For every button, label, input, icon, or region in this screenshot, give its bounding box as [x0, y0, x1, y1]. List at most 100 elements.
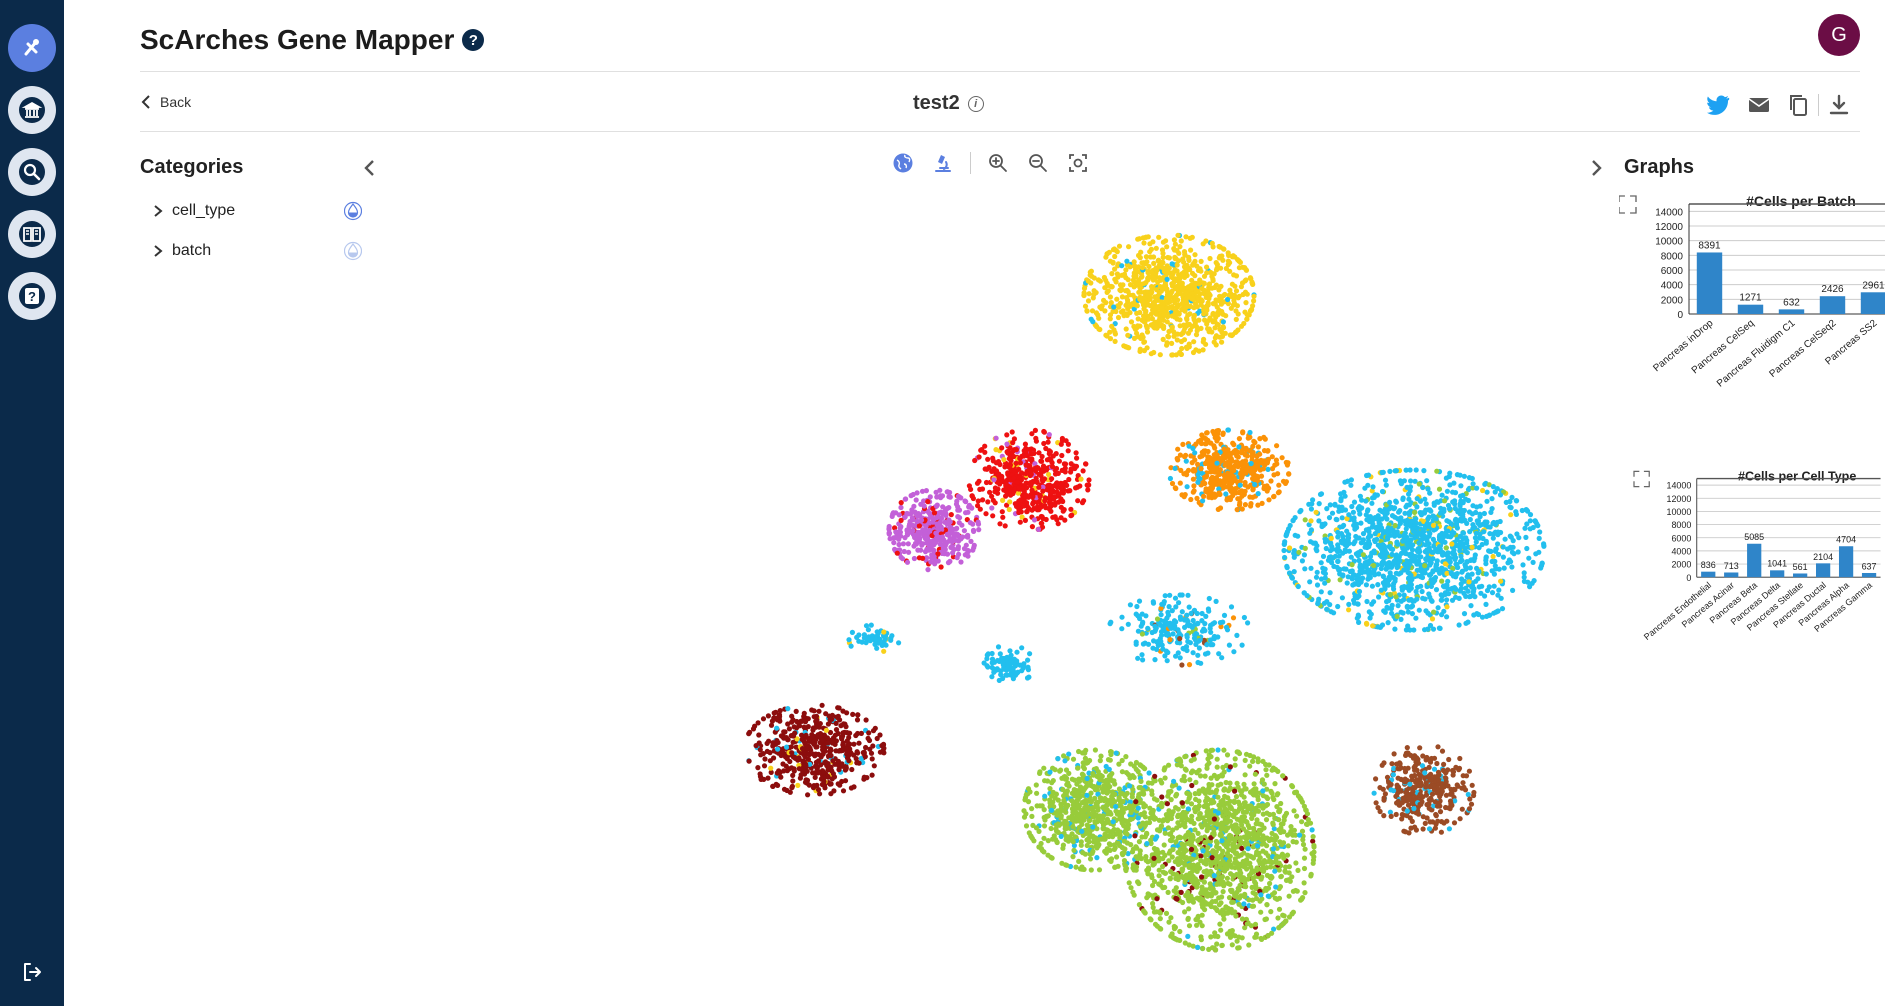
globe-button[interactable] — [890, 150, 916, 176]
zoom-out-button[interactable] — [1025, 150, 1051, 176]
sidebar-item-search[interactable] — [8, 148, 56, 196]
cell-point — [1347, 568, 1353, 575]
cell-point — [1306, 501, 1312, 507]
cell-point — [1334, 564, 1340, 570]
cell-point — [963, 542, 969, 548]
cell-point — [1074, 455, 1080, 461]
cell-point — [1208, 440, 1214, 446]
cell-point — [1404, 604, 1410, 610]
cell-point — [893, 529, 899, 535]
cell-point — [1469, 584, 1475, 590]
cell-point — [1220, 454, 1226, 460]
cell-point — [1186, 294, 1192, 300]
cell-point — [1123, 344, 1129, 350]
cell-point — [1191, 305, 1197, 311]
cell-point — [1474, 504, 1480, 510]
cell-point — [1483, 555, 1489, 561]
color-drop-icon[interactable] — [344, 241, 362, 261]
cell-point — [1076, 776, 1082, 782]
cell-point — [1029, 813, 1035, 820]
cell-point — [833, 720, 839, 727]
cell-point — [1452, 556, 1458, 562]
category-batch[interactable]: batch — [152, 242, 211, 260]
cell-point — [1275, 471, 1281, 477]
cell-point — [1374, 492, 1380, 498]
sidebar-item-docs[interactable] — [8, 210, 56, 258]
cell-point — [1218, 301, 1224, 307]
help-icon: ? — [19, 283, 45, 309]
cell-point — [1174, 337, 1180, 343]
cell-point — [1427, 507, 1433, 513]
cell-point — [1069, 776, 1075, 782]
copy-icon[interactable] — [1786, 92, 1812, 118]
cell-point — [971, 528, 977, 534]
cell-point — [951, 546, 957, 552]
cell-point — [1462, 545, 1468, 551]
cell-point — [999, 473, 1005, 480]
cell-point — [1152, 305, 1159, 311]
fit-screen-button[interactable] — [1065, 150, 1091, 176]
cell-point — [1233, 316, 1239, 322]
cell-point — [820, 744, 826, 750]
microscope-button[interactable] — [930, 150, 956, 176]
cell-point — [1480, 487, 1486, 494]
sidebar-item-mapper[interactable] — [8, 24, 56, 72]
cell-point — [1444, 582, 1450, 588]
download-icon[interactable] — [1826, 92, 1852, 118]
umap-scatter-plot[interactable] — [664, 190, 1644, 1000]
cell-point — [1001, 457, 1007, 463]
sidebar-item-help[interactable]: ? — [8, 272, 56, 320]
cell-point — [1418, 568, 1424, 574]
mail-icon[interactable] — [1746, 92, 1772, 118]
category-cell-type[interactable]: cell_type — [152, 202, 235, 220]
institution-icon — [19, 97, 45, 123]
cell-point — [1196, 317, 1202, 323]
cell-point — [1049, 464, 1056, 470]
cell-point — [844, 749, 851, 755]
color-drop-icon[interactable] — [344, 201, 362, 221]
sidebar-item-institution[interactable] — [8, 86, 56, 134]
cell-point — [1184, 345, 1190, 351]
help-icon[interactable]: ? — [462, 29, 485, 51]
cell-point — [1355, 612, 1361, 618]
cell-point — [1314, 569, 1320, 575]
twitter-icon[interactable] — [1706, 92, 1732, 118]
cell-point — [1350, 582, 1356, 588]
cell-point — [1474, 485, 1480, 491]
cell-point — [1291, 554, 1297, 560]
cell-point — [1255, 502, 1261, 508]
cell-point — [1046, 451, 1052, 457]
cell-point — [1375, 528, 1381, 534]
info-icon[interactable]: i — [967, 95, 984, 112]
cell-point — [783, 735, 789, 741]
cell-point — [1508, 559, 1514, 565]
back-button[interactable]: Back — [140, 94, 191, 110]
logout-icon[interactable] — [20, 960, 44, 984]
toolbar-divider — [970, 152, 971, 174]
cell-point — [1414, 504, 1420, 510]
cell-point — [1535, 523, 1541, 529]
cell-point — [1037, 493, 1043, 499]
cell-point — [1004, 432, 1010, 438]
cell-point — [982, 449, 988, 455]
collapse-categories-icon[interactable] — [358, 156, 382, 180]
zoom-in-button[interactable] — [985, 150, 1011, 176]
cell-point — [1040, 515, 1046, 522]
cell-point — [1097, 304, 1103, 310]
cell-point — [1098, 795, 1104, 801]
cell-point — [1490, 520, 1496, 526]
cell-point — [1021, 453, 1027, 459]
cell-point — [1194, 328, 1200, 334]
cell-point — [1200, 347, 1206, 353]
cell-point — [976, 527, 982, 533]
avatar[interactable]: G — [1818, 14, 1860, 56]
cell-point — [1324, 599, 1330, 605]
cell-point — [890, 511, 896, 517]
cell-point — [1351, 541, 1357, 547]
cell-point — [1252, 439, 1258, 446]
cell-point — [1225, 452, 1231, 458]
cell-point — [1254, 458, 1260, 464]
cell-point — [1328, 535, 1334, 541]
cell-point — [891, 540, 897, 546]
cell-point — [907, 518, 913, 525]
